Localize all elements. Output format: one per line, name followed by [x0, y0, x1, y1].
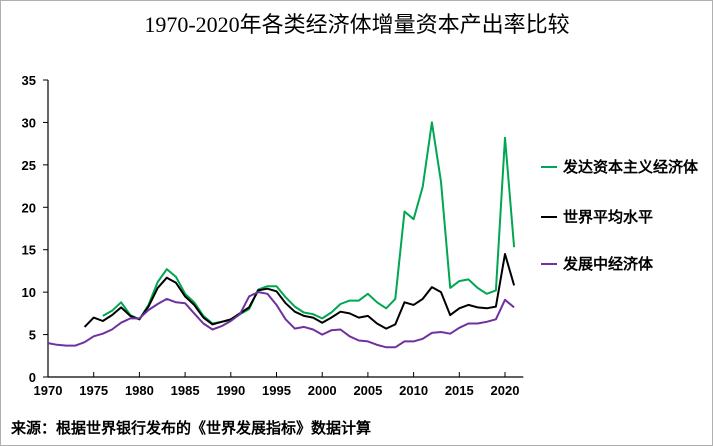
- source-note: 来源：根据世界银行发布的《世界发展指标》数据计算: [10, 419, 371, 437]
- y-tick-label: 35: [22, 73, 36, 88]
- y-tick-label: 30: [22, 115, 36, 130]
- legend-label: 发展中经济体: [562, 255, 654, 273]
- legend-label: 世界平均水平: [563, 208, 653, 226]
- x-tick-label: 1980: [125, 383, 154, 398]
- x-tick-label: 1970: [34, 383, 63, 398]
- x-tick-label: 2020: [491, 383, 520, 398]
- x-tick-label: 2000: [308, 383, 337, 398]
- x-tick-label: 2005: [353, 383, 382, 398]
- y-tick-label: 5: [29, 328, 36, 343]
- y-tick-label: 15: [22, 243, 36, 258]
- y-tick-label: 10: [22, 285, 36, 300]
- x-tick-label: 1990: [216, 383, 245, 398]
- axes: 0 5 10 15 20 25 30 35 1970 1975 1980 1985 1990 1995 20…: [22, 73, 524, 398]
- series-line: [47, 291, 515, 349]
- series-lines: [47, 121, 516, 349]
- chart-title: 1970-2020年各类经济体增量资本产出率比较: [144, 12, 569, 37]
- x-tick-label: 1985: [171, 383, 200, 398]
- y-tick-label: 25: [22, 158, 36, 173]
- x-tick-label: 2010: [399, 383, 428, 398]
- y-tick-label: 0: [29, 370, 36, 385]
- y-tick-label: 20: [22, 200, 36, 215]
- series-line: [102, 121, 516, 325]
- legend-label: 发达资本主义经济体: [562, 158, 699, 176]
- series-line: [83, 253, 516, 330]
- x-tick-label: 1975: [79, 383, 108, 398]
- x-tick-label: 2015: [445, 383, 474, 398]
- x-tick-label: 1995: [262, 383, 291, 398]
